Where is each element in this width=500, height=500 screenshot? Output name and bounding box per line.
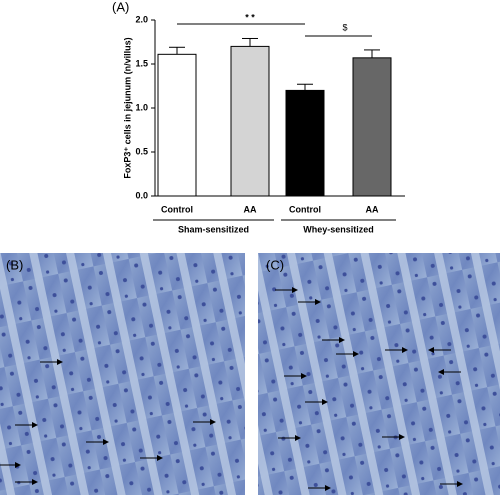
annotation: $	[342, 22, 347, 32]
y-tick-label: 1.5	[135, 58, 148, 68]
panel-label: (A)	[112, 0, 129, 14]
annotation: * *	[245, 12, 255, 22]
micrograph-c	[258, 253, 500, 495]
group-label: Whey-sensitized	[303, 224, 374, 234]
panel-label: (C)	[266, 257, 284, 272]
y-tick-label: 2.0	[135, 14, 148, 24]
bar	[157, 53, 197, 197]
arrows	[0, 287, 463, 491]
x-tick-label: AA	[366, 204, 379, 214]
x-tick-label: AA	[244, 204, 257, 214]
x-tick-label: Control	[161, 204, 193, 214]
x-tick-label: Control	[289, 204, 321, 214]
y-tick-label: 1.0	[135, 102, 148, 112]
micrograph-b	[0, 253, 245, 495]
y-tick-label: 0.0	[135, 190, 148, 200]
y-axis-label: FoxP3⁺ cells in jejunum (n/villus)	[122, 37, 132, 178]
panel-label: (B)	[6, 257, 23, 272]
bar	[352, 57, 392, 197]
bar	[230, 45, 270, 197]
y-tick-label: 0.5	[135, 146, 148, 156]
group-label: Sham-sensitized	[178, 224, 249, 234]
bar	[285, 89, 325, 197]
